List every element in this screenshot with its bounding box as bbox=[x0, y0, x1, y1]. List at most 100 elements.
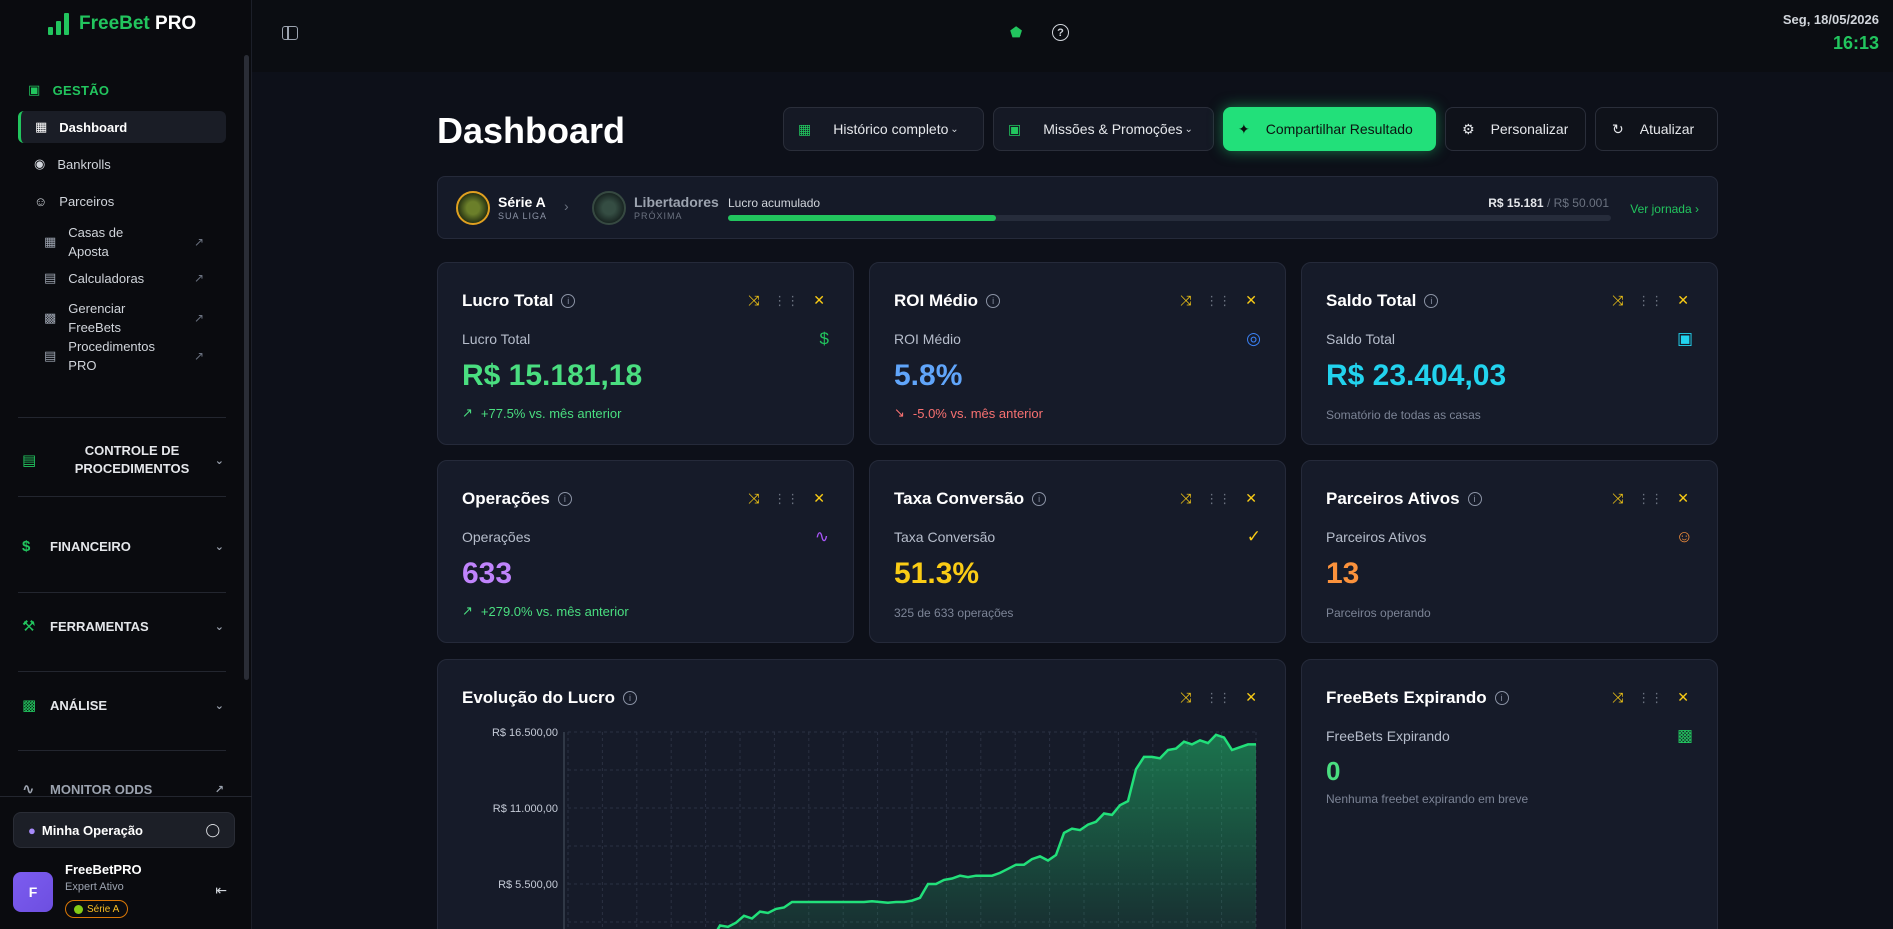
info-icon[interactable]: i bbox=[1032, 492, 1047, 506]
group-financeiro[interactable]: $ FINANCEIRO ⌄ bbox=[22, 538, 224, 555]
card-label: ROI Médio bbox=[894, 331, 961, 347]
share-result-button[interactable]: ✦ Compartilhar Resultado bbox=[1223, 107, 1436, 151]
close-icon[interactable]: ✕ bbox=[1245, 689, 1257, 705]
minimize-icon[interactable]: ⤨ bbox=[1180, 490, 1192, 506]
info-icon[interactable]: i bbox=[986, 294, 1001, 308]
card-value: 13 bbox=[1326, 557, 1360, 590]
drag-handle-icon[interactable]: ⋮⋮ bbox=[1205, 689, 1232, 705]
sidebar-item-label: Gerenciar FreeBets bbox=[68, 301, 126, 335]
sidebar-item-procedimentos[interactable]: ▤ Procedimentos PRO ↗ bbox=[44, 337, 204, 375]
close-icon[interactable]: ✕ bbox=[813, 490, 825, 506]
series-line[interactable] bbox=[568, 733, 1256, 929]
drag-handle-icon[interactable]: ⋮⋮ bbox=[1205, 292, 1232, 308]
user-profile[interactable]: F FreeBetPRO Expert Ativo Série A ⇤ bbox=[13, 862, 235, 922]
minha-operacao-button[interactable]: ● Minha Operação ◯ bbox=[13, 812, 235, 848]
brand-logo[interactable]: FreeBet PRO bbox=[48, 13, 196, 35]
close-icon[interactable]: ✕ bbox=[1677, 490, 1689, 506]
drag-handle-icon[interactable]: ⋮⋮ bbox=[1637, 689, 1664, 705]
libertadores-badge-icon bbox=[592, 191, 626, 225]
next-league-name: Libertadores bbox=[634, 194, 719, 210]
info-icon[interactable]: i bbox=[561, 294, 576, 308]
period-filter-select[interactable]: ▦ Histórico completo ⌄ bbox=[783, 107, 984, 151]
card-label: Taxa Conversão bbox=[894, 529, 996, 545]
group-analise[interactable]: ▩ ANÁLISE ⌄ bbox=[22, 696, 224, 714]
drag-handle-icon[interactable]: ⋮⋮ bbox=[1637, 490, 1664, 506]
help-icon[interactable]: ? bbox=[1052, 24, 1069, 41]
refresh-button[interactable]: ↻ Atualizar bbox=[1595, 107, 1718, 151]
card-controls: ⤨ ⋮⋮ ✕ bbox=[1180, 490, 1257, 507]
group-label: CONTROLE DE PROCEDIMENTOS bbox=[74, 443, 190, 476]
sidebar-item-parceiros[interactable]: ☺ Parceiros bbox=[18, 194, 226, 209]
close-icon[interactable]: ✕ bbox=[813, 292, 825, 308]
minimize-icon[interactable]: ⤨ bbox=[748, 292, 760, 308]
users-icon: ☺ bbox=[1675, 527, 1693, 546]
drag-handle-icon[interactable]: ⋮⋮ bbox=[773, 490, 800, 506]
info-icon[interactable]: i bbox=[1424, 294, 1439, 308]
group-controle[interactable]: ▤ CONTROLE DE PROCEDIMENTOS ⌄ bbox=[22, 442, 224, 478]
info-icon[interactable]: i bbox=[1494, 691, 1509, 705]
series-area bbox=[717, 734, 1256, 929]
minimize-icon[interactable]: ⤨ bbox=[1612, 292, 1624, 308]
divider bbox=[18, 417, 226, 418]
minimize-icon[interactable]: ⤨ bbox=[1180, 292, 1192, 308]
sidebar-scrollbar[interactable] bbox=[244, 55, 249, 680]
missions-label: Missões & Promoções bbox=[1043, 121, 1183, 137]
shield-icon[interactable]: ⬟ bbox=[1010, 24, 1023, 40]
card-title: Lucro Total i bbox=[462, 291, 576, 311]
sidebar-toggle-icon[interactable] bbox=[282, 26, 298, 40]
trend-up-icon: ↗ bbox=[462, 405, 473, 420]
drag-handle-icon[interactable]: ⋮⋮ bbox=[1637, 292, 1664, 308]
card-label: Parceiros Ativos bbox=[1326, 529, 1427, 545]
topbar: ⬟ ? Seg, 18/05/2026 16:13 bbox=[252, 0, 1893, 72]
trend-down-icon: ↘ bbox=[894, 405, 905, 420]
card-value: R$ 23.404,03 bbox=[1326, 359, 1507, 392]
group-ferramentas[interactable]: ⚒ FERRAMENTAS ⌄ bbox=[22, 617, 224, 635]
wallet-icon: ▣ bbox=[1676, 329, 1693, 348]
next-league-sub: PRÓXIMA bbox=[634, 211, 683, 221]
card-label: Saldo Total bbox=[1326, 331, 1396, 347]
drag-handle-icon[interactable]: ⋮⋮ bbox=[1205, 490, 1232, 506]
sidebar-item-casas[interactable]: ▦ Casas de Aposta ↗ bbox=[44, 223, 204, 261]
current-date: Seg, 18/05/2026 bbox=[1782, 12, 1879, 27]
minimize-icon[interactable]: ⤨ bbox=[1612, 490, 1624, 506]
info-icon[interactable]: i bbox=[557, 492, 572, 506]
ver-jornada-link[interactable]: Ver jornada › bbox=[1630, 202, 1699, 216]
close-icon[interactable]: ✕ bbox=[1677, 292, 1689, 308]
refresh-icon: ↻ bbox=[1612, 120, 1624, 137]
dollar-icon: $ bbox=[819, 329, 829, 348]
activity-icon: ∿ bbox=[814, 527, 829, 546]
card-title: Evolução do Lucro i bbox=[462, 688, 638, 708]
drag-handle-icon[interactable]: ⋮⋮ bbox=[773, 292, 800, 308]
logo-bars-icon bbox=[48, 13, 69, 35]
kpi-card: Saldo Total i ⤨ ⋮⋮ ✕ Saldo Total ▣ R$ 23.404,03… bbox=[1301, 262, 1718, 445]
external-link-icon: ↗ bbox=[193, 235, 204, 249]
customize-label: Personalizar bbox=[1490, 121, 1569, 137]
y-tick-label: R$ 11.000,00 bbox=[493, 803, 558, 815]
card-title: Operações i bbox=[462, 489, 572, 509]
current-time: 16:13 bbox=[1832, 33, 1879, 53]
refresh-label: Atualizar bbox=[1639, 121, 1695, 137]
info-icon[interactable]: i bbox=[1467, 492, 1482, 506]
gear-icon: ⚙ bbox=[1462, 120, 1475, 137]
card-title: Taxa Conversão i bbox=[894, 489, 1047, 509]
card-foot: Somatório de todas as casas bbox=[1326, 408, 1481, 422]
sidebar-item-freebets[interactable]: ▩ Gerenciar FreeBets ↗ bbox=[44, 299, 204, 337]
sidebar-item-bankrolls[interactable]: ◉ Bankrolls bbox=[18, 156, 226, 172]
minimize-icon[interactable]: ⤨ bbox=[1612, 689, 1624, 705]
minimize-icon[interactable]: ⤨ bbox=[748, 490, 760, 506]
card-value: 5.8% bbox=[894, 359, 963, 392]
target-icon: ◎ bbox=[1246, 329, 1261, 348]
sidebar-item-calculadoras[interactable]: ▤ Calculadoras ↗ bbox=[44, 270, 204, 286]
close-icon[interactable]: ✕ bbox=[1245, 490, 1257, 506]
customize-button[interactable]: ⚙ Personalizar bbox=[1445, 107, 1586, 151]
close-icon[interactable]: ✕ bbox=[1245, 292, 1257, 308]
info-icon[interactable]: i bbox=[623, 691, 638, 705]
user-league-badge: Série A bbox=[65, 900, 129, 918]
sidebar-item-monitor-odds[interactable]: ∿ MONITOR ODDS ↗ bbox=[22, 780, 224, 798]
missions-dropdown[interactable]: ▣ Missões & Promoções ⌄ bbox=[993, 107, 1214, 151]
sidebar-item-dashboard[interactable]: ▦ Dashboard bbox=[18, 111, 226, 143]
logout-icon[interactable]: ⇤ bbox=[215, 882, 227, 898]
minimize-icon[interactable]: ⤨ bbox=[1180, 689, 1192, 705]
grid-icon: ▦ bbox=[35, 119, 48, 134]
close-icon[interactable]: ✕ bbox=[1677, 689, 1689, 705]
